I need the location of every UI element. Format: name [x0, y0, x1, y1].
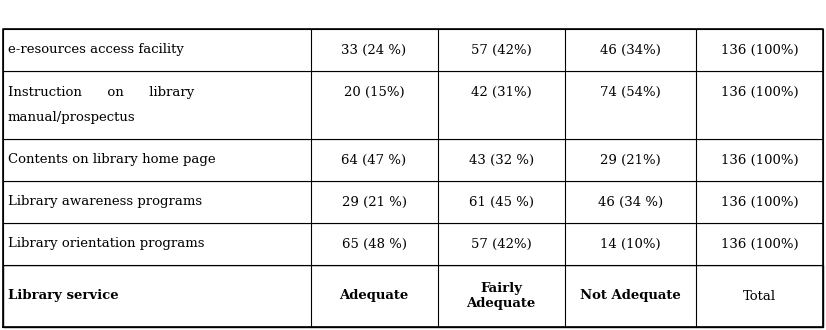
- Text: 136 (100%): 136 (100%): [720, 44, 798, 56]
- Text: 29 (21 %): 29 (21 %): [341, 195, 406, 209]
- Bar: [3, 265, 823, 327]
- Text: 46 (34%): 46 (34%): [600, 44, 661, 56]
- Text: 136 (100%): 136 (100%): [720, 238, 798, 250]
- Text: 46 (34 %): 46 (34 %): [598, 195, 662, 209]
- Bar: [3, 139, 823, 181]
- Text: 33 (24 %): 33 (24 %): [341, 44, 406, 56]
- Text: Fairly
Adequate: Fairly Adequate: [467, 282, 536, 310]
- Text: 136 (100%): 136 (100%): [720, 195, 798, 209]
- Text: Contents on library home page: Contents on library home page: [8, 153, 216, 167]
- Text: 57 (42%): 57 (42%): [471, 44, 531, 56]
- Text: 136 (100%): 136 (100%): [720, 153, 798, 167]
- Bar: [3, 223, 823, 265]
- Bar: [3, 181, 823, 223]
- Text: 29 (21%): 29 (21%): [600, 153, 661, 167]
- Bar: [3, 29, 823, 71]
- Text: Adequate: Adequate: [339, 289, 409, 303]
- Text: 42 (31%): 42 (31%): [471, 86, 531, 99]
- Text: Library service: Library service: [8, 289, 119, 303]
- Text: 136 (100%): 136 (100%): [720, 86, 798, 99]
- Text: 57 (42%): 57 (42%): [471, 238, 531, 250]
- Text: e-resources access facility: e-resources access facility: [8, 44, 184, 56]
- Bar: [3, 71, 823, 139]
- Text: 14 (10%): 14 (10%): [600, 238, 661, 250]
- Text: Library awareness programs: Library awareness programs: [8, 195, 202, 209]
- Text: Total: Total: [743, 289, 776, 303]
- Text: Instruction      on      library: Instruction on library: [8, 86, 194, 99]
- Text: manual/prospectus: manual/prospectus: [8, 111, 135, 124]
- Text: 64 (47 %): 64 (47 %): [341, 153, 406, 167]
- Text: Not Adequate: Not Adequate: [580, 289, 681, 303]
- Text: Library orientation programs: Library orientation programs: [8, 238, 205, 250]
- Text: 74 (54%): 74 (54%): [600, 86, 661, 99]
- Text: 61 (45 %): 61 (45 %): [468, 195, 534, 209]
- Text: 65 (48 %): 65 (48 %): [341, 238, 406, 250]
- Text: 43 (32 %): 43 (32 %): [468, 153, 534, 167]
- Text: 20 (15%): 20 (15%): [344, 86, 405, 99]
